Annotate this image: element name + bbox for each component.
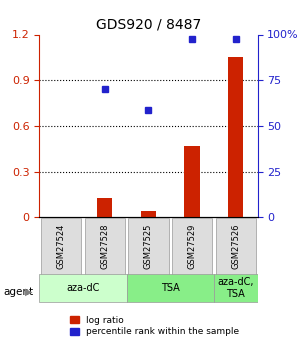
FancyBboxPatch shape bbox=[41, 218, 81, 275]
Legend: log ratio, percentile rank within the sample: log ratio, percentile rank within the sa… bbox=[70, 316, 239, 336]
Title: GDS920 / 8487: GDS920 / 8487 bbox=[96, 18, 201, 32]
FancyBboxPatch shape bbox=[127, 274, 214, 302]
Text: GSM27528: GSM27528 bbox=[100, 224, 109, 269]
Text: TSA: TSA bbox=[161, 283, 180, 293]
Bar bbox=[97, 198, 112, 217]
Text: agent: agent bbox=[3, 287, 33, 296]
FancyBboxPatch shape bbox=[39, 274, 127, 302]
FancyBboxPatch shape bbox=[172, 218, 212, 275]
Text: GSM27529: GSM27529 bbox=[188, 224, 197, 269]
FancyBboxPatch shape bbox=[214, 274, 258, 302]
Text: GSM27524: GSM27524 bbox=[57, 224, 66, 269]
Text: aza-dC: aza-dC bbox=[66, 283, 100, 293]
Bar bbox=[141, 211, 156, 217]
FancyBboxPatch shape bbox=[85, 218, 125, 275]
Text: GSM27526: GSM27526 bbox=[231, 224, 240, 269]
Text: aza-dC,
TSA: aza-dC, TSA bbox=[218, 277, 254, 299]
FancyBboxPatch shape bbox=[216, 218, 256, 275]
Text: GSM27525: GSM27525 bbox=[144, 224, 153, 269]
Bar bbox=[185, 146, 200, 217]
Bar bbox=[228, 57, 243, 217]
FancyBboxPatch shape bbox=[128, 218, 168, 275]
Text: ▶: ▶ bbox=[25, 287, 32, 296]
